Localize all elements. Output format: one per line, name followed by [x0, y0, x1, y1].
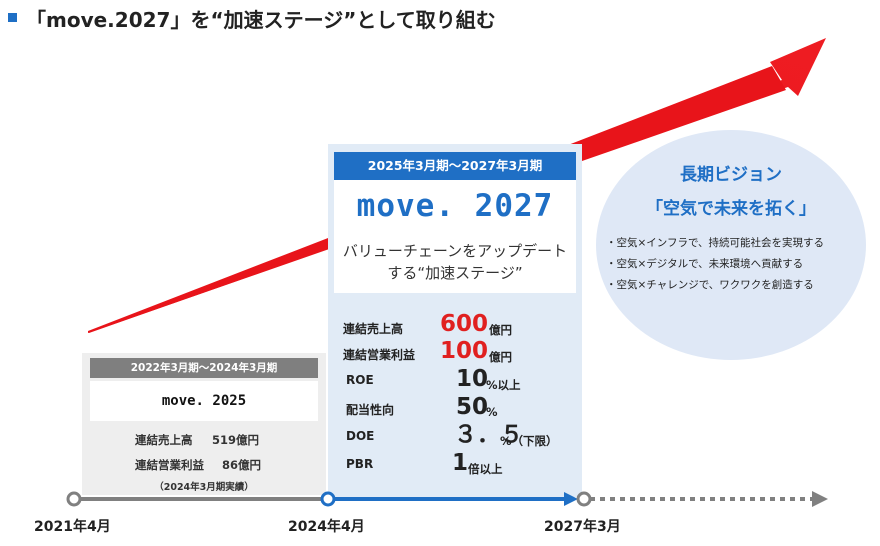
kpi-unit-profit: 億円	[489, 350, 512, 364]
kpi-value-sales: 600	[440, 311, 489, 337]
new-plan-name-panel	[334, 180, 576, 293]
kpi-label-pbr: PBR	[346, 457, 374, 471]
timeline-label-2021: 2021年4月	[34, 519, 111, 535]
header-bullet-icon	[8, 13, 17, 22]
old-plan-period: 2022年3月期～2024年3月期	[90, 358, 318, 378]
kpi-label-doe: DOE	[346, 429, 375, 443]
timeline-arrow-head	[564, 492, 578, 506]
page-title: 「move.2027」を“加速ステージ”として取り組む	[26, 8, 496, 32]
vision-point: ・空気×インフラで、持続可能社会を実現する	[606, 237, 825, 249]
vision-circle	[596, 130, 866, 360]
new-plan-name: move. 2027	[356, 188, 554, 224]
kpi-value-profit: 100	[440, 338, 489, 364]
old-profit-value: 86億円	[222, 458, 262, 472]
kpi-unit-doe: %（下限）	[500, 434, 558, 448]
timeline-label-2024: 2024年4月	[288, 519, 365, 535]
kpi-value-roe: 10	[456, 366, 489, 392]
old-sales-value: 519億円	[212, 433, 260, 447]
vision-subtitle: 「空気で未来を拓く」	[646, 199, 816, 219]
timeline-label-2027: 2027年3月	[544, 519, 621, 535]
new-plan-period: 2025年3月期～2027年3月期	[334, 152, 576, 180]
old-sales-label: 連結売上高	[135, 433, 193, 447]
timeline-node-2027	[576, 491, 592, 507]
vision-point: ・空気×デジタルで、未来環境へ貢献する	[606, 258, 804, 270]
new-plan-description: する“加速ステージ”	[387, 264, 523, 282]
old-plan-name: move. 2025	[90, 381, 318, 421]
vision-title: 長期ビジョン	[680, 165, 782, 185]
kpi-value-pbr: 1	[452, 450, 469, 476]
kpi-label-payout: 配当性向	[346, 403, 395, 417]
kpi-unit-roe: %以上	[486, 378, 521, 392]
kpi-unit-pbr: 倍以上	[468, 462, 503, 476]
vision-point: ・空気×チャレンジで、ワクワクを創造する	[606, 279, 814, 291]
kpi-value-payout: 50	[456, 394, 489, 420]
kpi-value-doe: ３．５	[454, 422, 523, 448]
kpi-label-profit: 連結営業利益	[343, 348, 416, 362]
timeline-future-arrow-head	[812, 491, 828, 507]
kpi-unit-payout: %	[486, 405, 498, 419]
timeline-node-2021	[66, 491, 82, 507]
old-profit-label: 連結営業利益	[135, 458, 204, 472]
new-plan-description: バリューチェーンをアップデート	[342, 242, 568, 260]
kpi-unit-sales: 億円	[489, 323, 512, 337]
kpi-label-roe: ROE	[346, 373, 374, 387]
timeline-node-2024	[320, 491, 336, 507]
old-plan-note: （2024年3月期実績）	[154, 482, 254, 493]
kpi-label-sales: 連結売上高	[343, 322, 404, 336]
